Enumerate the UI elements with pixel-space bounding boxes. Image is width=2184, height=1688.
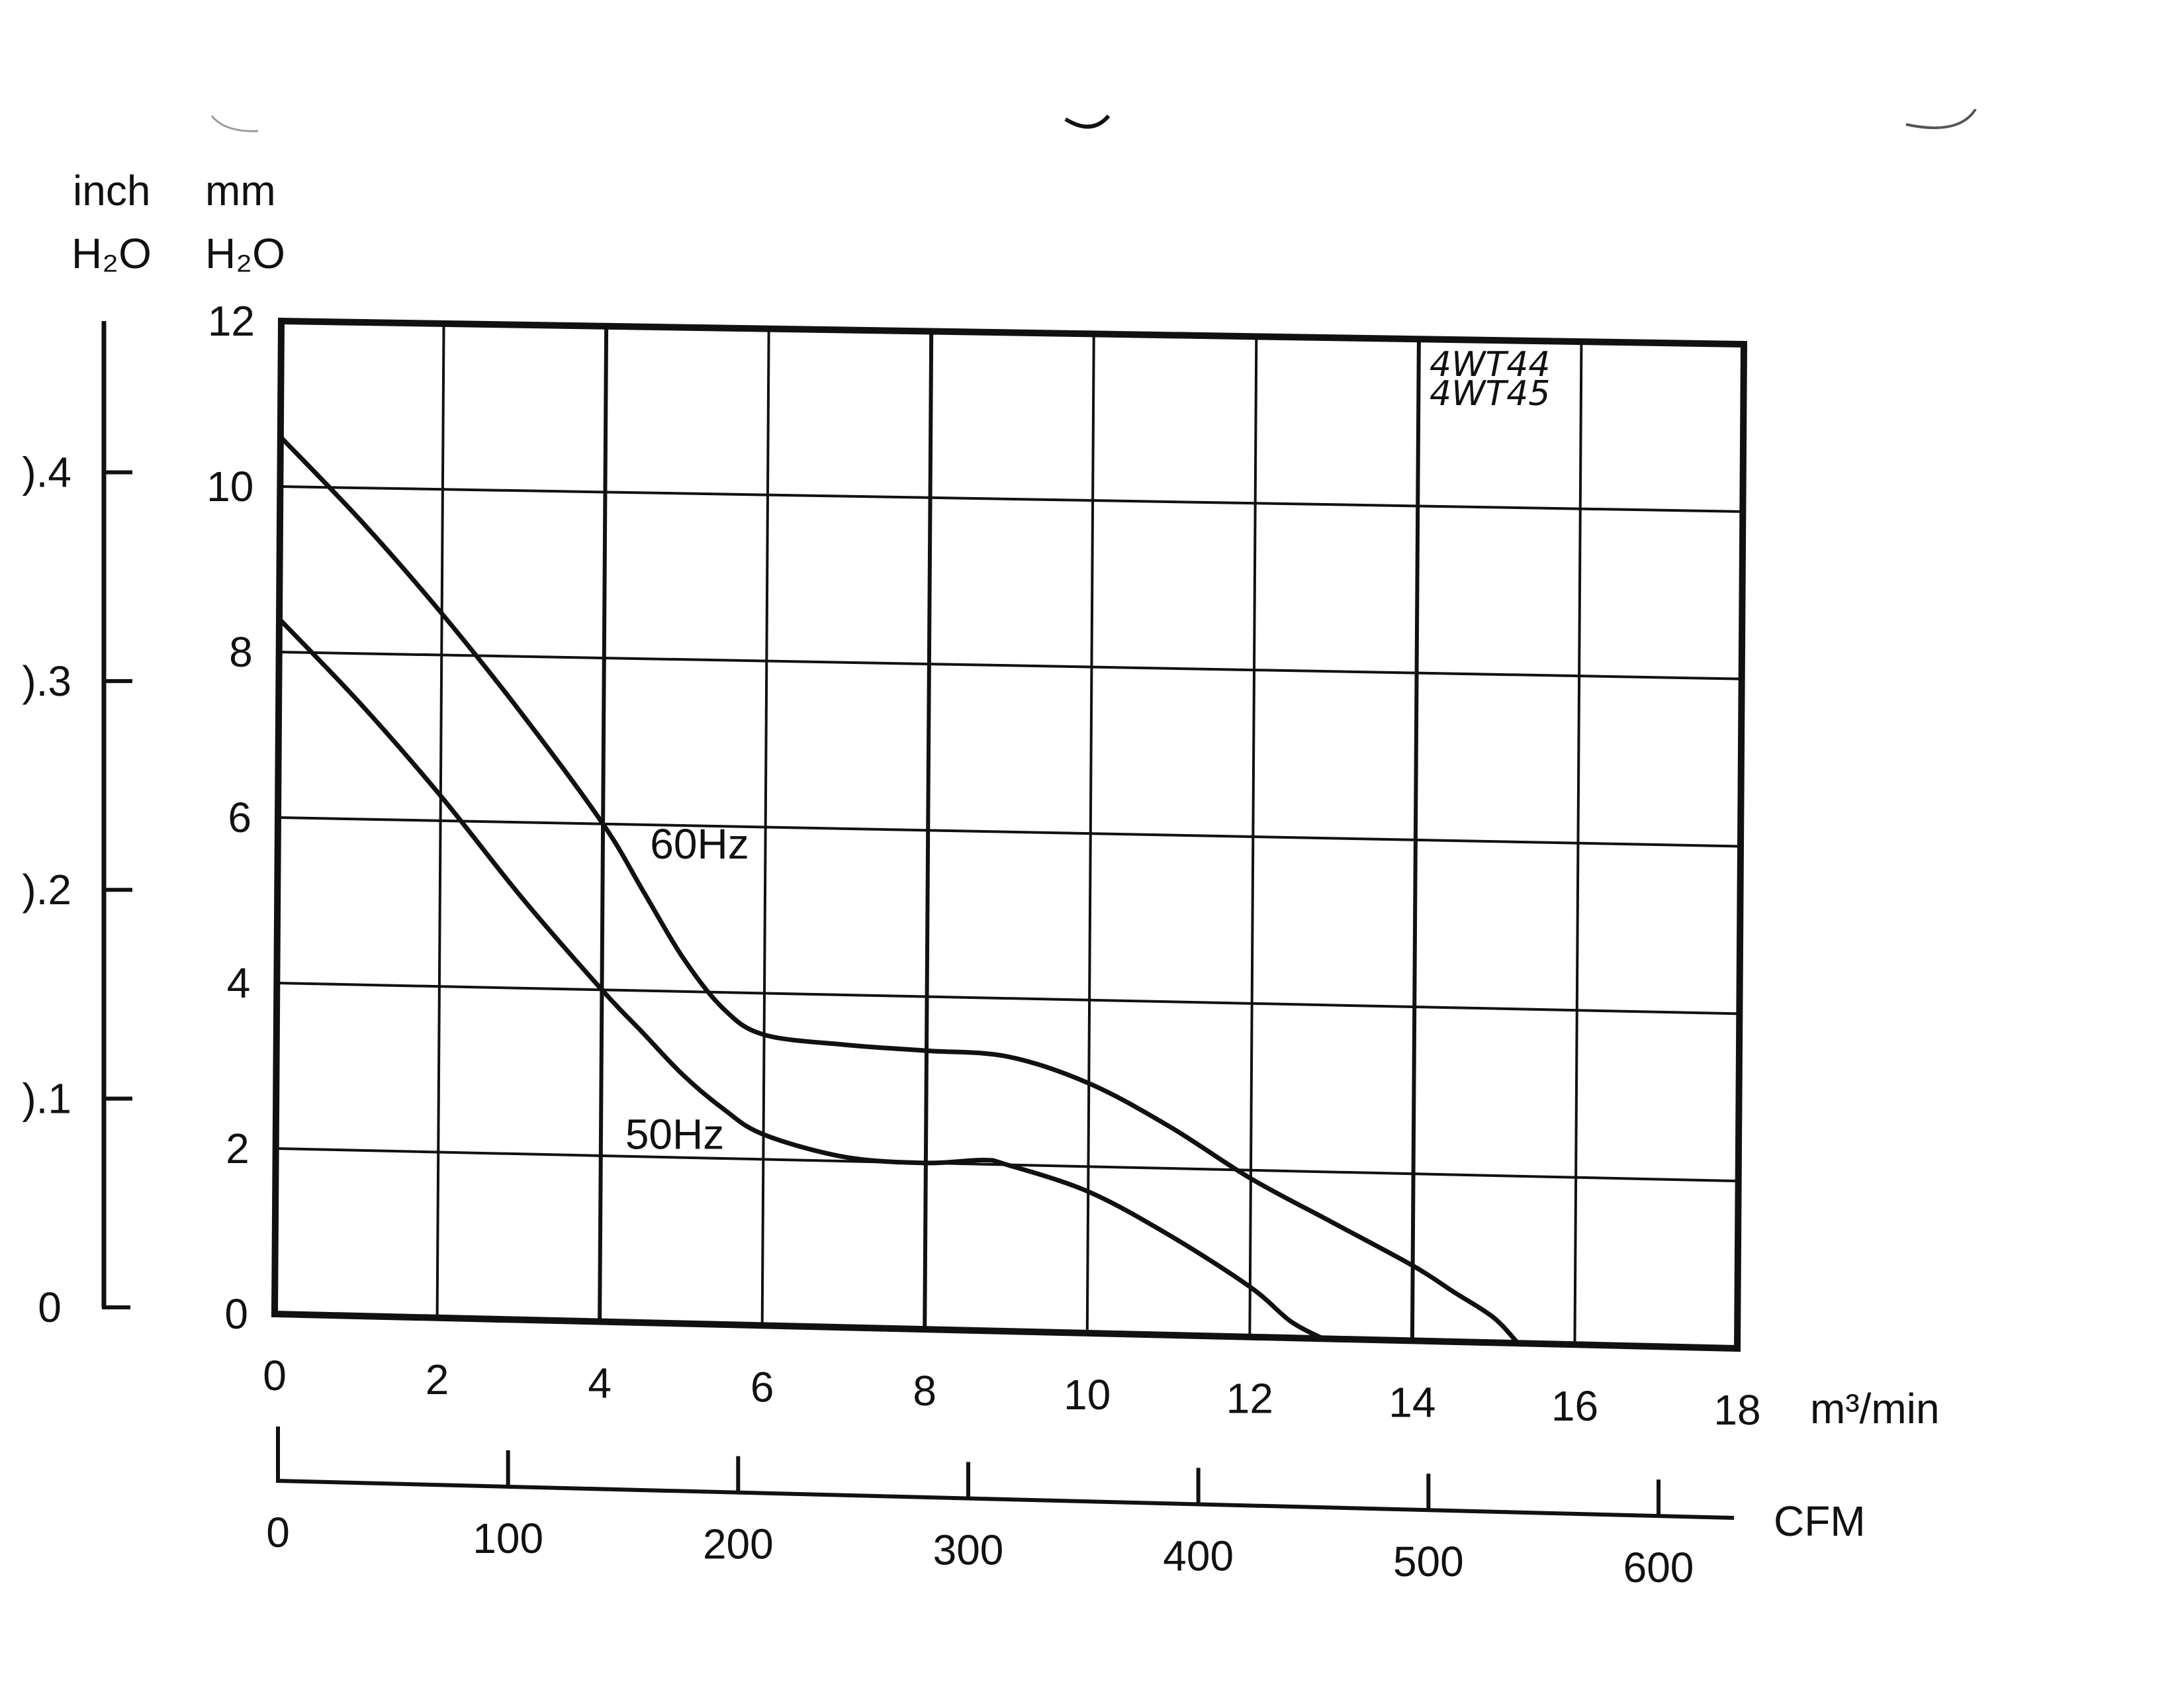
x-tick-label: 12 <box>1226 1375 1273 1423</box>
grid-line-y <box>277 816 1741 848</box>
inch-tick-label: ).3 <box>22 657 71 705</box>
mm-h2o-label: H₂O <box>205 230 285 277</box>
cfm-tick-label: 200 <box>703 1521 774 1568</box>
inch-tick-label: ).2 <box>22 866 71 914</box>
y-tick-label: 2 <box>226 1125 250 1172</box>
inch-tick-group: 0 ).1 ).2 ).3 ).4 <box>22 448 132 1331</box>
inch-unit-label: inch <box>73 167 150 214</box>
x-tick-label: 4 <box>588 1360 612 1407</box>
model-note-line-1: 4WT44 <box>1430 345 1550 385</box>
plot-frame <box>271 317 1748 1352</box>
series-label-60Hz: 60Hz <box>650 820 749 868</box>
inch-tick-label: 0 <box>38 1284 62 1331</box>
y-tick-label: 4 <box>227 959 251 1007</box>
series-line-60Hz <box>278 434 1520 1346</box>
x-tick-labels: 0 2 4 6 8 10 12 14 16 18 <box>263 1352 1760 1434</box>
series-line-50Hz <box>277 616 1326 1341</box>
x-tick-label: 16 <box>1551 1382 1598 1430</box>
cfm-tick-label: 400 <box>1163 1532 1234 1579</box>
series-group: 60Hz 50Hz <box>277 434 1520 1346</box>
y-tick-label: 0 <box>224 1290 248 1338</box>
grid-line-y <box>279 651 1742 680</box>
cfm-tick-label: 500 <box>1393 1538 1464 1585</box>
scan-mark-top-left <box>210 115 259 132</box>
mm-unit-label: mm <box>205 167 276 214</box>
inch-h2o-label: H₂O <box>71 230 152 277</box>
x-tick-label: 10 <box>1064 1371 1111 1419</box>
cfm-tick-label: 100 <box>473 1515 543 1562</box>
cfm-tick-label: 300 <box>933 1526 1004 1574</box>
cfm-tick-label: 600 <box>1623 1544 1694 1591</box>
x-tick-label: 14 <box>1388 1378 1435 1426</box>
grid-line-y <box>277 982 1740 1015</box>
series-label-50Hz: 50Hz <box>625 1110 724 1158</box>
x-tick-label: 2 <box>426 1356 449 1403</box>
y-tick-label: 8 <box>229 628 253 676</box>
y-tick-labels: 0 2 4 6 8 10 12 <box>206 297 255 1338</box>
grid-lines <box>273 320 1745 1350</box>
cfm-tick-group: 0 100 200 300 400 500 600 <box>266 1450 1694 1591</box>
scan-mark-top-right <box>1905 108 1977 129</box>
inch-tick-label: ).1 <box>22 1075 71 1123</box>
cfm-tick-label: 0 <box>266 1509 290 1556</box>
model-note-line-2: 4WT45 <box>1430 374 1550 414</box>
cfm-axis-line <box>277 1479 1735 1520</box>
x-tick-label: 6 <box>751 1363 774 1411</box>
inch-tick-label: ).4 <box>22 448 71 496</box>
x-unit-label: m³/min <box>1810 1385 1940 1432</box>
y-tick-label: 10 <box>206 463 253 510</box>
grid-line-y <box>280 485 1743 513</box>
scan-mark-top-center <box>1064 114 1111 129</box>
x-tick-label: 18 <box>1713 1386 1760 1434</box>
x-tick-label: 8 <box>913 1367 936 1415</box>
cfm-unit-label: CFM <box>1774 1497 1866 1545</box>
cfm-axis <box>276 1427 1735 1520</box>
y-tick-label: 12 <box>208 297 255 345</box>
inch-axis <box>101 321 130 1309</box>
y-tick-label: 6 <box>228 794 251 841</box>
x-tick-label: 0 <box>263 1352 287 1399</box>
